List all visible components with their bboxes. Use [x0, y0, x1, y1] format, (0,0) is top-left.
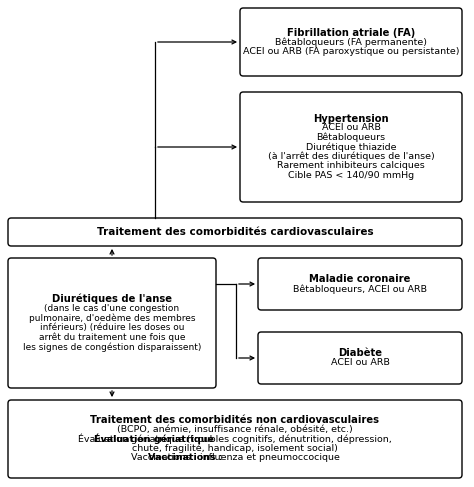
Text: ACEI ou ARB: ACEI ou ARB	[321, 124, 381, 132]
Text: Traitement des comorbidités cardiovasculaires: Traitement des comorbidités cardiovascul…	[97, 227, 374, 237]
Text: les signes de congéstion disparaissent): les signes de congéstion disparaissent)	[23, 342, 201, 352]
Text: (dans le cas d'une congestion: (dans le cas d'une congestion	[45, 304, 180, 313]
Text: Rarement inhibiteurs calciques: Rarement inhibiteurs calciques	[277, 162, 425, 170]
Text: (BCPO, anémie, insuffisance rénale, obésité, etc.): (BCPO, anémie, insuffisance rénale, obés…	[117, 425, 353, 434]
Text: ACEI ou ARB: ACEI ou ARB	[330, 358, 390, 367]
Text: Traitement des comorbidités non cardiovasculaires: Traitement des comorbidités non cardiova…	[91, 415, 380, 425]
Text: pulmonaire, d'oedème des membres: pulmonaire, d'oedème des membres	[29, 314, 195, 323]
Text: Diabète: Diabète	[338, 348, 382, 358]
Text: Diurétique thiazide: Diurétique thiazide	[306, 142, 396, 152]
Text: chute, fragilité, handicap, isolement social): chute, fragilité, handicap, isolement so…	[132, 444, 338, 453]
FancyBboxPatch shape	[8, 218, 462, 246]
Text: Maladie coronaire: Maladie coronaire	[310, 274, 410, 284]
Text: Vaccinations : influenza et pneumoccocique: Vaccinations : influenza et pneumoccociq…	[130, 453, 339, 463]
Text: Bêtabloqueurs (FA permanente): Bêtabloqueurs (FA permanente)	[275, 37, 427, 47]
Text: Fibrillation atriale (FA): Fibrillation atriale (FA)	[287, 27, 415, 37]
Text: ACEI ou ARB (FA paroxystique ou persistante): ACEI ou ARB (FA paroxystique ou persista…	[243, 47, 459, 56]
FancyBboxPatch shape	[258, 332, 462, 384]
Text: Cible PAS < 140/90 mmHg: Cible PAS < 140/90 mmHg	[288, 171, 414, 180]
Text: Diurétiques de l'anse: Diurétiques de l'anse	[52, 294, 172, 304]
FancyBboxPatch shape	[8, 400, 462, 478]
Text: Évaluation gériatrique: Évaluation gériatrique	[94, 434, 214, 444]
Text: Évaluation gériatrique (troubles cognitifs, dénutrition, dépression,: Évaluation gériatrique (troubles cogniti…	[78, 434, 392, 444]
Text: (à l'arrêt des diurétiques de l'anse): (à l'arrêt des diurétiques de l'anse)	[268, 152, 434, 161]
Text: Vaccinations : influenza et pneumoccocique: Vaccinations : influenza et pneumoccociq…	[130, 453, 339, 463]
FancyBboxPatch shape	[8, 258, 216, 388]
Text: Bêtabloqueurs: Bêtabloqueurs	[317, 133, 385, 142]
Text: arrêt du traitement une fois que: arrêt du traitement une fois que	[39, 333, 185, 342]
Text: Hypertension: Hypertension	[313, 113, 389, 124]
Text: Bêtabloqueurs, ACEI ou ARB: Bêtabloqueurs, ACEI ou ARB	[293, 284, 427, 294]
FancyBboxPatch shape	[240, 92, 462, 202]
Text: Vaccinations :: Vaccinations :	[148, 453, 223, 463]
FancyBboxPatch shape	[240, 8, 462, 76]
FancyBboxPatch shape	[258, 258, 462, 310]
Text: inférieurs) (réduire les doses ou: inférieurs) (réduire les doses ou	[40, 323, 184, 332]
Text: Évaluation gériatrique (troubles cognitifs, dénutrition, dépression,: Évaluation gériatrique (troubles cogniti…	[78, 434, 392, 444]
